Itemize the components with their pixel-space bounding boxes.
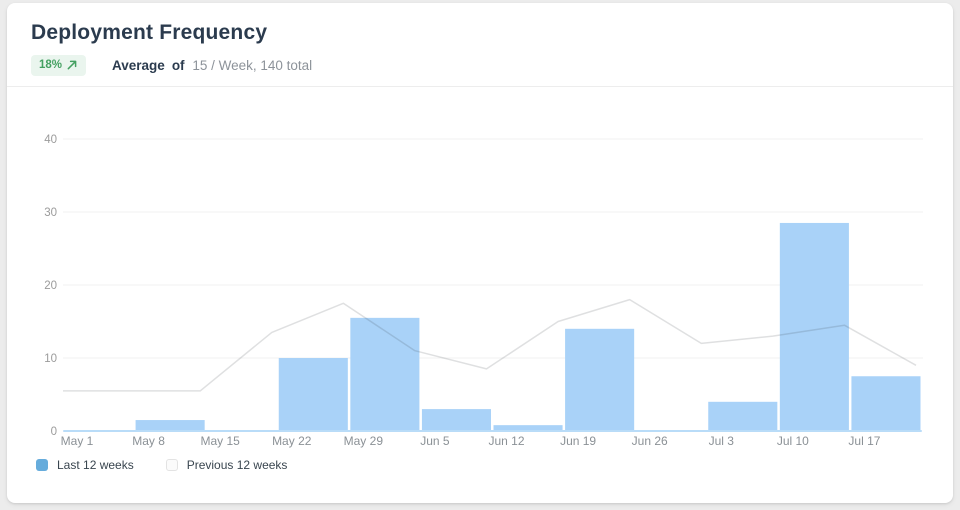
- x-axis-label-may-15: May 15: [200, 434, 240, 448]
- bar-may-29[interactable]: [350, 317, 420, 431]
- bar-jun-12[interactable]: [493, 425, 563, 431]
- bar-jul-3[interactable]: [708, 401, 778, 431]
- arrow-up-right-icon: [67, 60, 77, 70]
- y-axis-label-30: 30: [44, 207, 57, 219]
- subtitle-of-label: of: [171, 57, 185, 73]
- x-axis-label-may-29: May 29: [344, 434, 384, 448]
- subtitle-value: 15 / Week, 140 total: [192, 57, 313, 73]
- bar-may-22[interactable]: [278, 358, 348, 431]
- page-title: Deployment Frequency: [31, 21, 268, 44]
- x-axis-label-jun-12: Jun 12: [488, 434, 524, 448]
- subtitle-average-label: Average: [112, 57, 165, 73]
- chart-area: 0 10 20 30 40 May 1 May 8 May 15 May 22 May 29 Jun…: [7, 86, 953, 503]
- x-axis-label-jul-10: Jul 10: [777, 434, 809, 448]
- x-axis-label-jul-17: Jul 17: [848, 434, 880, 448]
- legend-label-last-12-weeks: Last 12 weeks: [57, 458, 134, 472]
- bar-jun-5[interactable]: [421, 409, 491, 431]
- x-axis-label-may-22: May 22: [272, 434, 312, 448]
- y-axis-label-0: 0: [51, 426, 57, 438]
- subtitle-row: 18% Average of 15 / Week, 140 total: [31, 54, 312, 76]
- x-axis-label-jun-5: Jun 5: [420, 434, 450, 448]
- deployment-frequency-chart: 0 10 20 30 40 May 1 May 8 May 15 May 22 May 29 Jun…: [44, 134, 923, 448]
- bar-jul-10[interactable]: [779, 222, 849, 431]
- chart-legend: Last 12 weeks Previous 12 weeks: [36, 458, 287, 472]
- x-axis-label-may-8: May 8: [132, 434, 165, 448]
- legend-swatch-previous-12-weeks: [165, 459, 178, 471]
- legend-swatch-last-12-weeks: [36, 459, 48, 471]
- legend-item-previous-12-weeks[interactable]: Previous 12 weeks: [165, 458, 288, 472]
- x-axis-label-may-1: May 1: [61, 434, 94, 448]
- bar-jun-19[interactable]: [565, 328, 635, 431]
- x-axis-label-jun-19: Jun 19: [560, 434, 596, 448]
- x-axis-label-jul-3: Jul 3: [709, 434, 735, 448]
- y-axis-label-20: 20: [44, 280, 57, 292]
- subtitle: Average of 15 / Week, 140 total: [112, 58, 312, 73]
- y-axis-label-10: 10: [44, 353, 57, 365]
- deployment-frequency-card: Deployment Frequency 18% Average of 15 / …: [7, 3, 953, 503]
- legend-label-previous-12-weeks: Previous 12 weeks: [186, 458, 288, 472]
- y-axis-label-40: 40: [44, 134, 57, 146]
- trend-badge-value: 18%: [39, 59, 63, 71]
- x-axis-label-jun-26: Jun 26: [632, 434, 668, 448]
- bar-jul-17[interactable]: [851, 376, 921, 431]
- x-axis-baseline: [63, 430, 922, 432]
- bar-may-8[interactable]: [135, 420, 205, 431]
- card-header: Deployment Frequency 18% Average of 15 / …: [7, 3, 953, 87]
- trend-badge: 18%: [31, 54, 87, 76]
- legend-item-last-12-weeks[interactable]: Last 12 weeks: [36, 458, 134, 472]
- previous-period-line: [63, 298, 917, 392]
